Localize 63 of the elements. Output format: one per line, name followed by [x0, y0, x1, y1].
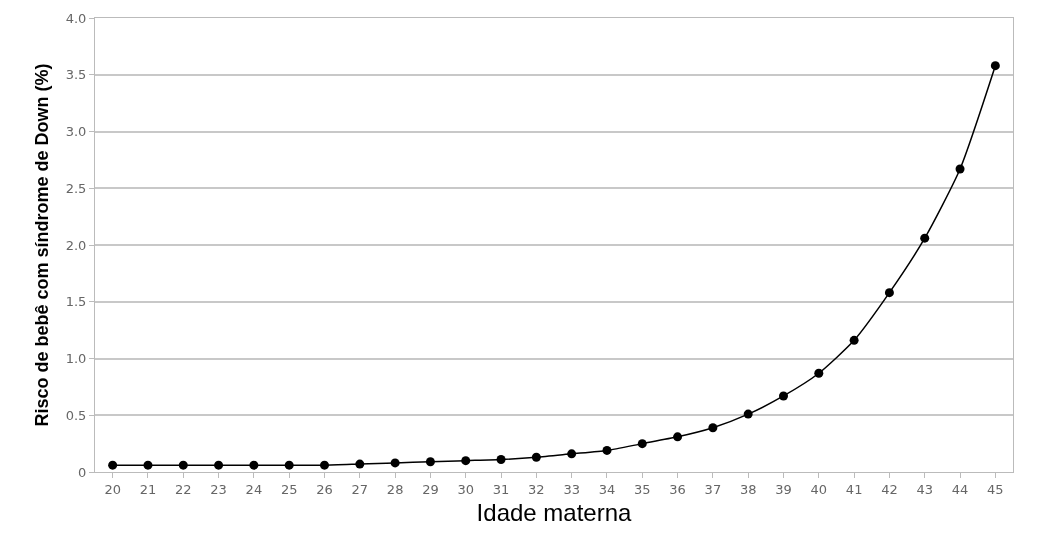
x-tick-label: 45 [987, 481, 1004, 497]
x-tick-label: 21 [139, 481, 157, 497]
point [814, 368, 824, 378]
x-tick-label: 25 [280, 481, 298, 497]
point [602, 445, 612, 455]
point [531, 452, 541, 462]
y-tick-label: 0.5 [65, 407, 87, 423]
x-tick-label: 44 [951, 481, 969, 497]
point [390, 458, 400, 468]
x-tick-label: 29 [422, 481, 439, 497]
x-tick-label: 37 [704, 481, 722, 497]
y-tick-label: 1.5 [65, 294, 87, 310]
x-tick-label: 22 [175, 481, 192, 497]
x-tick-label: 43 [916, 481, 933, 497]
point [990, 61, 1000, 71]
x-tick-label: 40 [810, 481, 828, 497]
y-tick-label: 4.0 [65, 10, 87, 26]
y-axis-title: Risco de bebê com síndrome de Down (%) [31, 63, 52, 427]
point [567, 449, 577, 459]
point [355, 459, 365, 469]
point [249, 460, 259, 470]
x-tick-label: 30 [457, 481, 474, 497]
point [143, 460, 153, 470]
x-tick-label: 33 [563, 481, 580, 497]
x-tick-label: 38 [739, 481, 757, 497]
y-tick-label: 3.0 [65, 124, 87, 140]
point [920, 233, 930, 243]
x-tick-label: 20 [104, 481, 121, 497]
x-tick-label: 35 [634, 481, 651, 497]
point [425, 457, 435, 467]
point [849, 335, 859, 345]
x-tick-label: 26 [316, 481, 333, 497]
x-tick-label: 42 [881, 481, 898, 497]
point [673, 432, 683, 442]
point [320, 460, 329, 470]
point [708, 423, 718, 433]
point [178, 460, 188, 470]
x-tick-label: 41 [845, 481, 863, 497]
x-tick-label: 36 [669, 481, 686, 497]
x-tick-label: 24 [245, 481, 263, 497]
point [637, 439, 647, 449]
point [779, 391, 788, 401]
point [743, 409, 753, 419]
y-tick-label: 0 [78, 464, 87, 480]
point [108, 460, 118, 470]
y-tick-label: 2.0 [65, 237, 87, 253]
point [284, 460, 294, 470]
x-tick-label: 34 [598, 481, 616, 497]
x-tick-label: 39 [775, 481, 792, 497]
x-axis-title: Idade materna [476, 498, 633, 526]
x-tick-label: 28 [386, 481, 404, 497]
y-tick-label: 3.5 [65, 67, 87, 83]
point [884, 288, 894, 298]
point [955, 164, 965, 174]
x-tick-label: 31 [492, 481, 510, 497]
x-tick-label: 23 [210, 481, 227, 497]
point [496, 455, 506, 465]
x-tick-label: 27 [351, 481, 369, 497]
point [214, 460, 224, 470]
point [461, 456, 471, 466]
y-tick-label: 1.0 [65, 351, 87, 367]
x-tick-label: 32 [528, 481, 545, 497]
y-tick-label: 2.5 [65, 180, 87, 196]
